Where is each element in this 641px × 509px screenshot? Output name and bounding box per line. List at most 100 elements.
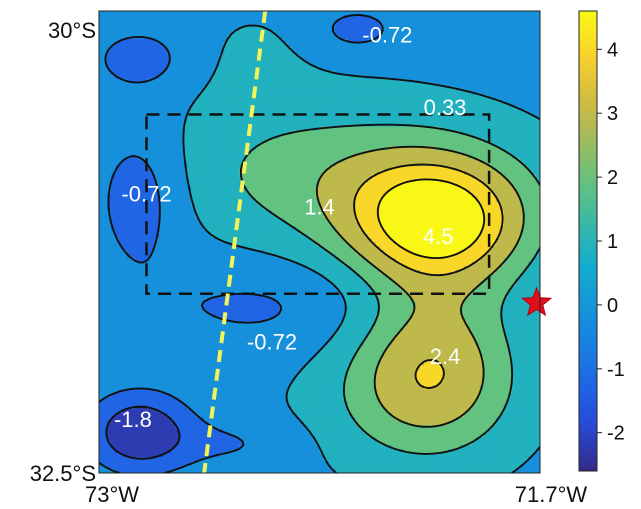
contour-cell [223, 162, 228, 167]
contour-cell [427, 110, 433, 115]
contour-cell [459, 42, 465, 48]
contour-cell [167, 170, 172, 175]
contour-cell [323, 170, 328, 175]
contour-cell [471, 42, 477, 48]
contour-cell [379, 150, 385, 155]
contour-cell [175, 90, 180, 96]
contour-cell [251, 130, 256, 135]
contour-cell [203, 22, 208, 28]
contour-cell [387, 142, 393, 147]
contour-cell [315, 106, 320, 112]
contour-cell [223, 50, 228, 56]
contour-cell [483, 78, 489, 84]
contour-cell [475, 114, 481, 119]
contour-cell [239, 98, 244, 104]
contour-cell [367, 154, 373, 159]
contour-cell [215, 122, 220, 127]
contour-cell [471, 26, 477, 32]
contour-cell [423, 146, 429, 151]
contour-cell [503, 134, 509, 139]
contour-cell [259, 114, 264, 119]
contour-cell [515, 178, 521, 183]
contour-cell [447, 186, 453, 191]
contour-cell [319, 26, 324, 32]
contour-cell [511, 174, 517, 179]
contour-cell [239, 110, 244, 115]
contour-cell [343, 46, 349, 52]
contour-cell [431, 166, 437, 171]
contour-cell [291, 154, 296, 159]
contour-cell [199, 58, 204, 64]
contour-cell [115, 110, 120, 115]
contour-cell [267, 38, 272, 44]
contour-cell [459, 30, 465, 36]
contour-cell [259, 110, 264, 115]
contour-cell [439, 106, 445, 112]
contour-cell [463, 98, 469, 104]
contour-cell [475, 58, 481, 64]
contour-cell [283, 70, 288, 76]
contour-cell [323, 78, 328, 84]
contour-cell [359, 130, 365, 135]
contour-cell [159, 174, 164, 179]
contour-cell [203, 86, 208, 92]
contour-cell [155, 158, 160, 163]
contour-cell [427, 38, 433, 44]
contour-cell [363, 162, 369, 167]
contour-cell [499, 162, 505, 167]
contour-cell [195, 62, 200, 68]
contour-cell [227, 42, 232, 48]
contour-cell [283, 134, 288, 139]
contour-cell [207, 154, 212, 159]
contour-cell [319, 142, 324, 147]
contour-cell [139, 182, 144, 187]
contour-cell [175, 146, 180, 151]
contour-cell [531, 62, 537, 68]
contour-cell [375, 94, 381, 100]
contour-cell [359, 66, 365, 72]
contour-cell [503, 170, 509, 175]
contour-cell [387, 106, 393, 112]
contour-cell [299, 34, 304, 40]
contour-cell [331, 18, 336, 24]
contour-cell [287, 134, 292, 139]
contour-cell [447, 42, 453, 48]
contour-cell [471, 142, 477, 147]
contour-cell [311, 174, 316, 179]
contour-cell [267, 142, 272, 147]
contour-cell [311, 62, 316, 68]
contour-cell [355, 54, 361, 60]
contour-cell [423, 114, 429, 119]
contour-cell [495, 154, 501, 159]
contour-cell [279, 26, 284, 32]
contour-cell [131, 186, 136, 191]
contour-cell [403, 146, 409, 151]
contour-cell [531, 94, 537, 100]
contour-cell [139, 58, 144, 64]
contour-cell [439, 110, 445, 115]
contour-cell [111, 38, 116, 44]
contour-cell [143, 102, 148, 108]
contour-cell [495, 110, 501, 115]
contour-cell [403, 150, 409, 155]
contour-cell [463, 118, 469, 123]
contour-cell [299, 174, 304, 179]
contour-cell [127, 118, 132, 123]
contour-cell [515, 50, 521, 56]
contour-cell [159, 42, 164, 48]
contour-cell [483, 26, 489, 32]
contour-cell [431, 38, 437, 44]
contour-cell [435, 110, 441, 115]
contour-cell [507, 22, 513, 28]
contour-cell [219, 82, 224, 88]
contour-cell [211, 134, 216, 139]
contour-cell [351, 110, 357, 115]
contour-cell [483, 170, 489, 175]
contour-cell [283, 66, 288, 72]
contour-cell [131, 162, 136, 167]
contour-cell [483, 74, 489, 80]
contour-cell [331, 54, 336, 60]
contour-cell [263, 30, 268, 36]
contour-cell [267, 134, 272, 139]
contour-cell [491, 86, 497, 92]
